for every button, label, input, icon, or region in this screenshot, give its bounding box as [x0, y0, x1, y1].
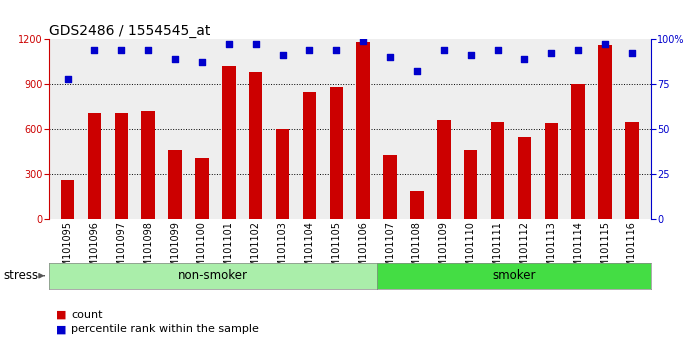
Text: stress: stress: [3, 269, 38, 282]
Bar: [249, 72, 262, 219]
Point: [465, 52, 476, 58]
Bar: [437, 120, 450, 219]
Point: [411, 69, 422, 74]
Bar: [222, 66, 235, 219]
Bar: [330, 87, 343, 219]
Bar: [518, 137, 531, 219]
Bar: [88, 113, 101, 219]
Bar: [168, 150, 182, 219]
Point: [304, 47, 315, 53]
Point: [223, 41, 235, 47]
Bar: [115, 113, 128, 219]
Point: [626, 51, 638, 56]
Text: count: count: [71, 310, 102, 320]
Text: ■: ■: [56, 310, 66, 320]
Point: [438, 47, 450, 53]
Point: [599, 41, 610, 47]
Text: smoker: smoker: [492, 269, 535, 282]
Bar: [276, 129, 290, 219]
Point: [492, 47, 503, 53]
Point: [62, 76, 73, 81]
Bar: [410, 191, 424, 219]
Point: [277, 52, 288, 58]
Bar: [195, 158, 209, 219]
Bar: [141, 111, 155, 219]
Bar: [571, 84, 585, 219]
Bar: [303, 92, 316, 219]
Bar: [491, 122, 505, 219]
Bar: [383, 155, 397, 219]
Point: [250, 41, 261, 47]
Point: [331, 47, 342, 53]
Point: [546, 51, 557, 56]
Text: non-smoker: non-smoker: [177, 269, 248, 282]
Point: [519, 56, 530, 62]
Bar: [356, 42, 370, 219]
Bar: [544, 123, 558, 219]
Bar: [599, 45, 612, 219]
Text: GDS2486 / 1554545_at: GDS2486 / 1554545_at: [49, 24, 210, 38]
Point: [169, 56, 180, 62]
Point: [89, 47, 100, 53]
Point: [573, 47, 584, 53]
Bar: [625, 122, 639, 219]
Text: ■: ■: [56, 324, 66, 334]
Bar: [464, 150, 477, 219]
Point: [358, 38, 369, 44]
Point: [143, 47, 154, 53]
Point: [384, 54, 395, 60]
Text: percentile rank within the sample: percentile rank within the sample: [71, 324, 259, 334]
Point: [116, 47, 127, 53]
Bar: [61, 181, 74, 219]
Point: [196, 59, 207, 65]
